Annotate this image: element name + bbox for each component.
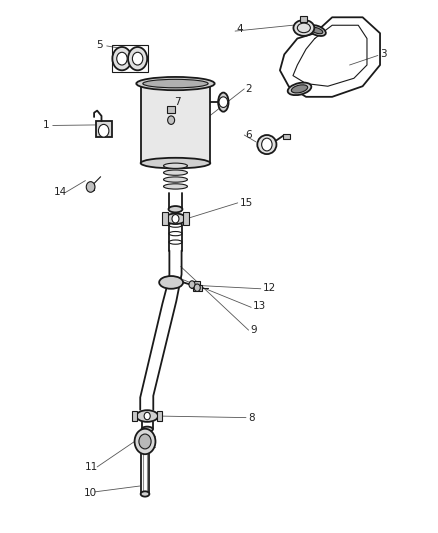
Text: 13: 13 <box>253 301 266 311</box>
Text: 9: 9 <box>251 325 257 335</box>
Circle shape <box>117 52 127 65</box>
Circle shape <box>219 97 228 108</box>
Text: 5: 5 <box>96 40 103 50</box>
Text: 8: 8 <box>249 413 255 423</box>
Ellipse shape <box>136 77 215 90</box>
Circle shape <box>113 47 131 70</box>
Circle shape <box>172 215 179 223</box>
Ellipse shape <box>141 158 210 168</box>
Circle shape <box>99 124 109 137</box>
Ellipse shape <box>163 170 187 175</box>
Ellipse shape <box>218 93 229 112</box>
Text: 14: 14 <box>53 187 67 197</box>
FancyBboxPatch shape <box>283 134 290 139</box>
Circle shape <box>86 182 95 192</box>
Ellipse shape <box>136 410 158 422</box>
Ellipse shape <box>311 27 323 34</box>
FancyBboxPatch shape <box>88 184 94 190</box>
Ellipse shape <box>163 184 187 189</box>
Ellipse shape <box>141 426 153 432</box>
Circle shape <box>168 116 175 124</box>
FancyBboxPatch shape <box>191 281 200 288</box>
Text: 12: 12 <box>262 282 276 293</box>
Circle shape <box>144 413 150 419</box>
Text: 1: 1 <box>43 120 49 131</box>
Ellipse shape <box>165 214 186 224</box>
Text: 15: 15 <box>240 198 253 208</box>
Ellipse shape <box>169 206 183 213</box>
Ellipse shape <box>288 83 311 95</box>
Circle shape <box>261 138 272 151</box>
Ellipse shape <box>293 20 314 36</box>
Circle shape <box>134 429 155 454</box>
Circle shape <box>128 47 147 70</box>
Ellipse shape <box>159 276 183 289</box>
Text: 3: 3 <box>380 50 387 59</box>
FancyBboxPatch shape <box>141 84 210 163</box>
Circle shape <box>139 434 151 449</box>
Circle shape <box>194 284 200 292</box>
Text: 11: 11 <box>85 462 98 472</box>
Ellipse shape <box>291 85 307 93</box>
FancyBboxPatch shape <box>193 285 201 291</box>
Ellipse shape <box>163 163 187 168</box>
Ellipse shape <box>308 25 326 36</box>
FancyBboxPatch shape <box>184 213 189 225</box>
FancyBboxPatch shape <box>300 16 307 21</box>
Circle shape <box>189 281 195 288</box>
Text: 4: 4 <box>237 24 243 34</box>
Text: 6: 6 <box>245 130 252 140</box>
FancyBboxPatch shape <box>167 107 175 113</box>
Circle shape <box>132 52 143 65</box>
FancyBboxPatch shape <box>162 213 168 225</box>
Ellipse shape <box>141 491 149 497</box>
FancyBboxPatch shape <box>132 411 137 421</box>
Ellipse shape <box>143 79 208 88</box>
FancyBboxPatch shape <box>96 121 112 137</box>
FancyBboxPatch shape <box>157 411 162 421</box>
Text: 10: 10 <box>84 488 97 498</box>
Ellipse shape <box>257 135 276 154</box>
Ellipse shape <box>163 177 187 182</box>
Text: 7: 7 <box>175 97 181 107</box>
Text: 2: 2 <box>245 84 252 94</box>
